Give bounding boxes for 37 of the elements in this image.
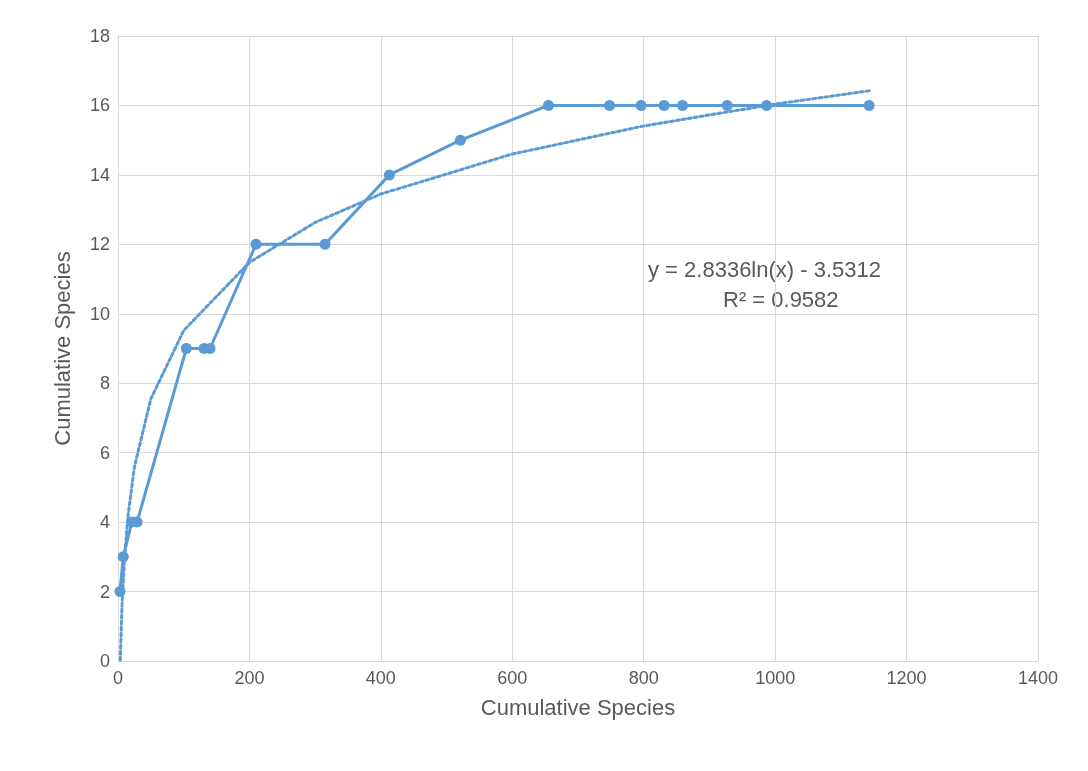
- y-tick-label: 8: [99, 373, 110, 394]
- annotation: R² = 0.9582: [723, 286, 839, 312]
- y-tick-label: 12: [89, 234, 110, 255]
- point: [677, 99, 688, 111]
- point: [721, 99, 733, 111]
- y-tick-label: 10: [89, 303, 110, 324]
- point: [383, 169, 395, 181]
- x-tick-label: 0: [112, 668, 124, 688]
- x-tick-label: 1400: [1017, 668, 1059, 688]
- x-tick-label: 200: [234, 668, 265, 688]
- point: [604, 99, 616, 111]
- point: [635, 99, 647, 111]
- point: [319, 238, 331, 250]
- annotation: y = 2.8336ln(x) - 3.5312: [648, 256, 881, 282]
- y-tick-label: 6: [99, 442, 110, 463]
- x-tick-label: 1200: [886, 668, 927, 688]
- y-tick-label: 4: [99, 512, 110, 533]
- y-tick-label: 14: [89, 164, 110, 185]
- x-tick-label: 1000: [755, 668, 796, 688]
- x-tick-label: 400: [365, 668, 396, 688]
- y-axis-title: Cumulative Species: [49, 251, 75, 446]
- y-tick-label: 16: [89, 95, 110, 116]
- x-tick-label: 800: [628, 668, 659, 688]
- y-tick-label: 2: [99, 581, 110, 602]
- y-tick-label: 0: [99, 651, 110, 671]
- point: [542, 99, 554, 111]
- x-axis-title: Cumulative Species: [480, 694, 676, 720]
- x-tick-label: 600: [497, 668, 528, 688]
- point: [180, 343, 192, 354]
- point: [658, 99, 670, 111]
- point: [761, 99, 773, 111]
- point: [117, 551, 129, 563]
- point: [250, 238, 262, 250]
- y-tick-label: 18: [89, 26, 110, 46]
- point: [454, 134, 466, 146]
- point: [863, 99, 875, 111]
- point: [114, 586, 126, 598]
